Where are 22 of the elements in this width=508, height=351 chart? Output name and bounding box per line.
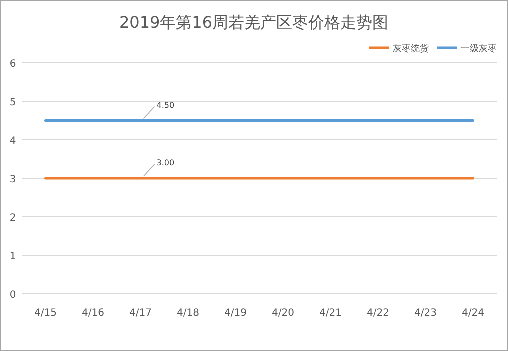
y-tick-label: 3 bbox=[10, 174, 16, 186]
x-tick-label: 4/16 bbox=[82, 308, 104, 319]
data-label: 3.00 bbox=[156, 158, 175, 168]
chart-title: 2019年第16周若羌产区枣价格走势图 bbox=[119, 13, 389, 32]
legend-label: 灰枣统货 bbox=[393, 44, 429, 54]
x-tick-label: 4/24 bbox=[462, 308, 484, 319]
y-tick-label: 6 bbox=[10, 59, 16, 70]
y-tick-label: 0 bbox=[10, 290, 16, 301]
x-tick-label: 4/19 bbox=[224, 308, 247, 319]
data-label: 4.50 bbox=[156, 100, 175, 110]
legend-label: 一级灰枣 bbox=[461, 44, 497, 54]
y-tick-label: 4 bbox=[10, 136, 16, 147]
x-tick-label: 4/15 bbox=[34, 308, 57, 319]
y-tick-label: 2 bbox=[10, 213, 16, 224]
x-tick-label: 4/17 bbox=[130, 308, 152, 319]
y-tick-label: 5 bbox=[10, 98, 16, 108]
x-tick-label: 4/20 bbox=[272, 308, 294, 319]
x-tick-label: 4/22 bbox=[367, 308, 390, 319]
x-tick-label: 4/18 bbox=[177, 308, 200, 319]
x-tick-label: 4/23 bbox=[414, 308, 437, 319]
y-tick-label: 1 bbox=[10, 252, 16, 262]
x-tick-label: 4/21 bbox=[320, 308, 342, 319]
